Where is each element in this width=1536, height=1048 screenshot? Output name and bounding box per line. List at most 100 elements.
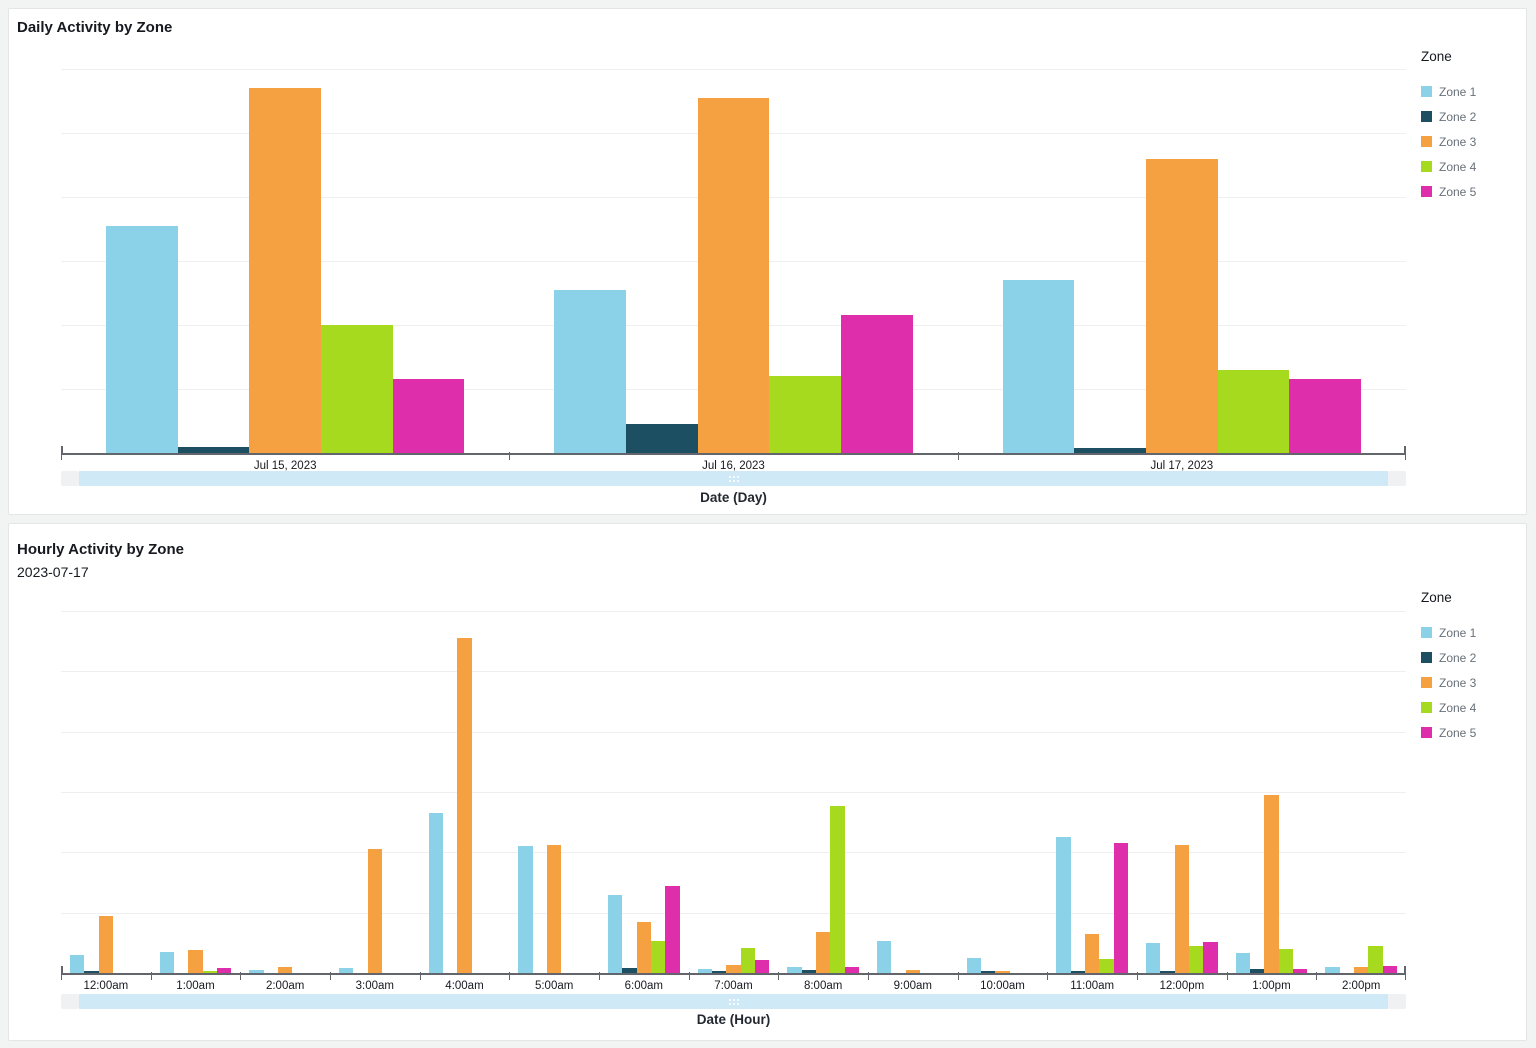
bar-zone-3-1-00pm[interactable] bbox=[1264, 795, 1279, 973]
bar-zone-3-5-00am[interactable] bbox=[546, 844, 562, 973]
legend-item-zone-4[interactable]: Zone 4 bbox=[1421, 695, 1521, 720]
bar-zone-5-1-00pm[interactable] bbox=[1293, 968, 1308, 973]
bar-zone-3-2-00am[interactable] bbox=[277, 966, 293, 973]
bar-zone-2-12-00pm[interactable] bbox=[1160, 971, 1175, 973]
scrollbar-thumb[interactable] bbox=[79, 994, 1388, 1009]
legend-item-zone-2[interactable]: Zone 2 bbox=[1421, 645, 1521, 670]
legend-swatch bbox=[1421, 702, 1432, 713]
bar-zone-4-jul-17-2023[interactable] bbox=[1217, 369, 1290, 453]
bar-zone-3-12-00pm[interactable] bbox=[1174, 844, 1189, 973]
bar-zone-5-jul-16-2023[interactable] bbox=[841, 315, 913, 453]
gridline bbox=[61, 732, 1406, 733]
legend-item-zone-5[interactable]: Zone 5 bbox=[1421, 179, 1521, 204]
hourly-activity-card: Hourly Activity by Zone 2023-07-17 12:00… bbox=[8, 523, 1527, 1041]
x-tick-label: 10:00am bbox=[980, 980, 1025, 992]
axis-tick bbox=[240, 972, 242, 980]
bar-zone-4-2-00pm[interactable] bbox=[1368, 945, 1383, 973]
bar-zone-3-8-00am[interactable] bbox=[815, 932, 831, 973]
legend-item-zone-1[interactable]: Zone 1 bbox=[1421, 79, 1521, 104]
legend-item-zone-1[interactable]: Zone 1 bbox=[1421, 620, 1521, 645]
daily-chart-scrollbar[interactable] bbox=[61, 471, 1406, 486]
x-tick-label: 12:00am bbox=[83, 980, 129, 992]
bar-zone-3-jul-17-2023[interactable] bbox=[1145, 158, 1218, 453]
bar-zone-1-11-00am[interactable] bbox=[1056, 837, 1071, 973]
bar-zone-5-11-00am[interactable] bbox=[1113, 843, 1129, 973]
bar-zone-3-12-00am[interactable] bbox=[98, 915, 113, 973]
bar-zone-2-jul-16-2023[interactable] bbox=[625, 424, 698, 453]
scrollbar-right-cap[interactable] bbox=[1388, 994, 1406, 1009]
bar-zone-2-10-00am[interactable] bbox=[980, 970, 996, 973]
axis-tick bbox=[1316, 972, 1318, 980]
bar-zone-3-jul-15-2023[interactable] bbox=[249, 88, 322, 453]
bar-zone-1-6-00am[interactable] bbox=[607, 894, 623, 973]
bar-zone-1-4-00am[interactable] bbox=[428, 813, 443, 973]
bar-zone-5-8-00am[interactable] bbox=[844, 966, 860, 973]
bar-zone-5-jul-17-2023[interactable] bbox=[1289, 379, 1362, 453]
bar-zone-4-jul-16-2023[interactable] bbox=[769, 376, 842, 453]
bar-zone-3-6-00am[interactable] bbox=[636, 921, 651, 973]
bar-zone-4-1-00pm[interactable] bbox=[1278, 948, 1294, 973]
bar-zone-1-8-00am[interactable] bbox=[787, 966, 802, 973]
bar-zone-3-2-00pm[interactable] bbox=[1353, 966, 1369, 973]
bar-zone-4-7-00am[interactable] bbox=[740, 947, 756, 973]
bar-zone-1-10-00am[interactable] bbox=[966, 957, 981, 973]
bar-zone-1-1-00pm[interactable] bbox=[1235, 953, 1250, 973]
bar-zone-2-1-00pm[interactable] bbox=[1249, 968, 1265, 973]
bar-zone-2-8-00am[interactable] bbox=[801, 969, 816, 973]
bar-zone-1-9-00am[interactable] bbox=[876, 941, 892, 973]
bar-zone-1-1-00am[interactable] bbox=[159, 951, 174, 973]
bar-zone-3-10-00am[interactable] bbox=[995, 971, 1010, 973]
bar-zone-3-3-00am[interactable] bbox=[367, 849, 382, 973]
bar-zone-1-2-00am[interactable] bbox=[249, 969, 264, 973]
bar-zone-4-8-00am[interactable] bbox=[830, 805, 845, 973]
bar-zone-3-7-00am[interactable] bbox=[726, 965, 741, 973]
bar-zone-1-12-00am[interactable] bbox=[69, 954, 85, 973]
bar-zone-4-jul-15-2023[interactable] bbox=[321, 325, 393, 453]
legend-item-zone-2[interactable]: Zone 2 bbox=[1421, 104, 1521, 129]
bar-zone-3-jul-16-2023[interactable] bbox=[697, 97, 770, 453]
legend-label: Zone 2 bbox=[1439, 650, 1477, 665]
scrollbar-thumb[interactable] bbox=[79, 471, 1388, 486]
bar-zone-1-jul-16-2023[interactable] bbox=[554, 289, 626, 453]
axis-end-tick bbox=[1404, 446, 1406, 453]
bar-zone-2-6-00am[interactable] bbox=[622, 967, 637, 973]
legend-item-zone-5[interactable]: Zone 5 bbox=[1421, 720, 1521, 745]
bar-zone-1-12-00pm[interactable] bbox=[1145, 942, 1161, 973]
scrollbar-right-cap[interactable] bbox=[1388, 471, 1406, 486]
chart-subtitle: 2023-07-17 bbox=[17, 564, 89, 580]
bar-zone-3-4-00am[interactable] bbox=[457, 638, 472, 973]
bar-zone-4-11-00am[interactable] bbox=[1099, 959, 1114, 973]
bar-zone-5-2-00pm[interactable] bbox=[1382, 966, 1398, 973]
bar-zone-2-11-00am[interactable] bbox=[1070, 970, 1085, 973]
bar-zone-5-7-00am[interactable] bbox=[755, 960, 770, 973]
bar-zone-3-9-00am[interactable] bbox=[905, 969, 920, 973]
bar-zone-1-3-00am[interactable] bbox=[338, 967, 354, 973]
bar-zone-2-jul-17-2023[interactable] bbox=[1074, 448, 1146, 453]
bar-zone-1-2-00pm[interactable] bbox=[1325, 966, 1340, 973]
bar-zone-1-jul-17-2023[interactable] bbox=[1002, 280, 1075, 453]
legend-item-zone-4[interactable]: Zone 4 bbox=[1421, 154, 1521, 179]
bar-zone-5-jul-15-2023[interactable] bbox=[392, 379, 465, 453]
scrollbar-left-cap[interactable] bbox=[61, 994, 79, 1009]
legend-swatch bbox=[1421, 727, 1432, 738]
bar-zone-4-6-00am[interactable] bbox=[651, 941, 666, 973]
bar-zone-4-12-00pm[interactable] bbox=[1189, 945, 1204, 973]
bar-zone-2-12-00am[interactable] bbox=[84, 971, 99, 973]
bar-zone-2-7-00am[interactable] bbox=[711, 970, 727, 973]
scrollbar-left-cap[interactable] bbox=[61, 471, 79, 486]
bar-zone-1-jul-15-2023[interactable] bbox=[105, 225, 178, 453]
hourly-chart-scrollbar[interactable] bbox=[61, 994, 1406, 1009]
bar-zone-1-5-00am[interactable] bbox=[518, 846, 533, 973]
bar-zone-3-11-00am[interactable] bbox=[1084, 933, 1100, 973]
bar-zone-5-12-00pm[interactable] bbox=[1203, 941, 1218, 973]
bar-zone-2-jul-15-2023[interactable] bbox=[177, 446, 250, 453]
axis-tick bbox=[599, 972, 600, 980]
bar-zone-1-7-00am[interactable] bbox=[697, 969, 712, 973]
bar-zone-5-1-00am[interactable] bbox=[217, 967, 232, 973]
bar-zone-3-1-00am[interactable] bbox=[188, 950, 203, 973]
bar-zone-4-1-00am[interactable] bbox=[202, 970, 218, 973]
legend-item-zone-3[interactable]: Zone 3 bbox=[1421, 129, 1521, 154]
bar-zone-5-6-00am[interactable] bbox=[665, 885, 680, 973]
legend-label: Zone 2 bbox=[1439, 109, 1477, 124]
legend-item-zone-3[interactable]: Zone 3 bbox=[1421, 670, 1521, 695]
